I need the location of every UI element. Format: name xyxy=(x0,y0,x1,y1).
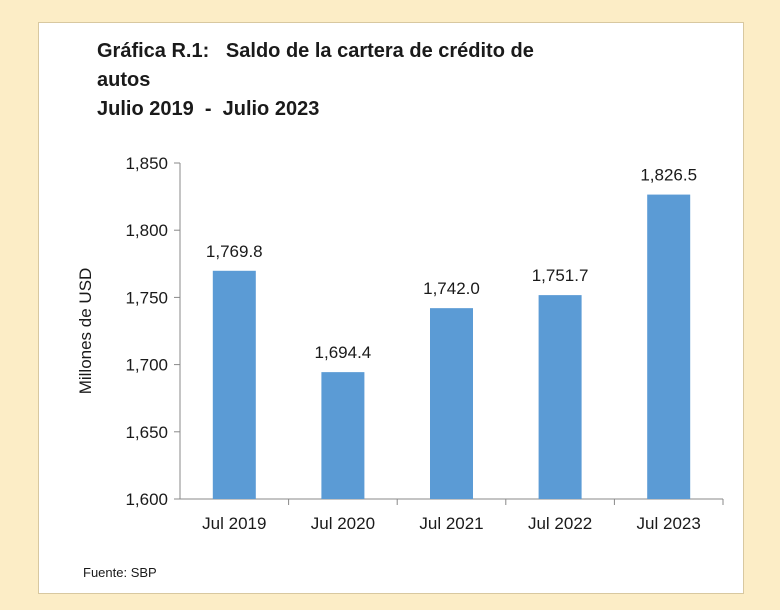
y-tick-label: 1,600 xyxy=(125,490,168,509)
bar xyxy=(647,194,691,500)
x-tick-label: Jul 2021 xyxy=(419,514,483,533)
chart-panel: Gráfica R.1: Saldo de la cartera de créd… xyxy=(38,22,744,594)
bar xyxy=(321,372,365,499)
bar-value-label: 1,826.5 xyxy=(640,166,697,185)
y-tick-label: 1,800 xyxy=(125,221,168,240)
x-tick-label: Jul 2023 xyxy=(637,514,701,533)
bar-value-label: 1,742.0 xyxy=(423,279,480,298)
chart-title-line-3: Julio 2019 - Julio 2023 xyxy=(97,98,320,120)
x-tick-label: Jul 2020 xyxy=(311,514,375,533)
chart-title: Gráfica R.1: Saldo de la cartera de créd… xyxy=(97,37,657,124)
y-axis-label: Millones de USD xyxy=(76,268,95,395)
chart-title-line-2: autos xyxy=(97,69,151,91)
bar xyxy=(212,270,256,499)
source-note: Fuente: SBP xyxy=(83,565,157,580)
x-tick-label: Jul 2022 xyxy=(528,514,592,533)
y-tick-label: 1,850 xyxy=(125,154,168,173)
bar xyxy=(538,295,582,499)
y-tick-label: 1,650 xyxy=(125,423,168,442)
chart-title-line-1: Gráfica R.1: Saldo de la cartera de créd… xyxy=(97,40,534,62)
bar-value-label: 1,751.7 xyxy=(532,266,589,285)
y-tick-label: 1,750 xyxy=(125,288,168,307)
y-tick-label: 1,700 xyxy=(125,356,168,375)
bar-value-label: 1,769.8 xyxy=(206,242,263,261)
x-tick-label: Jul 2019 xyxy=(202,514,266,533)
bar xyxy=(430,308,473,499)
bar-chart: 1,600 1,650 1,700 1,750 1,800 1,850 Millones d… xyxy=(76,154,724,533)
bar-value-label: 1,694.4 xyxy=(315,343,372,362)
